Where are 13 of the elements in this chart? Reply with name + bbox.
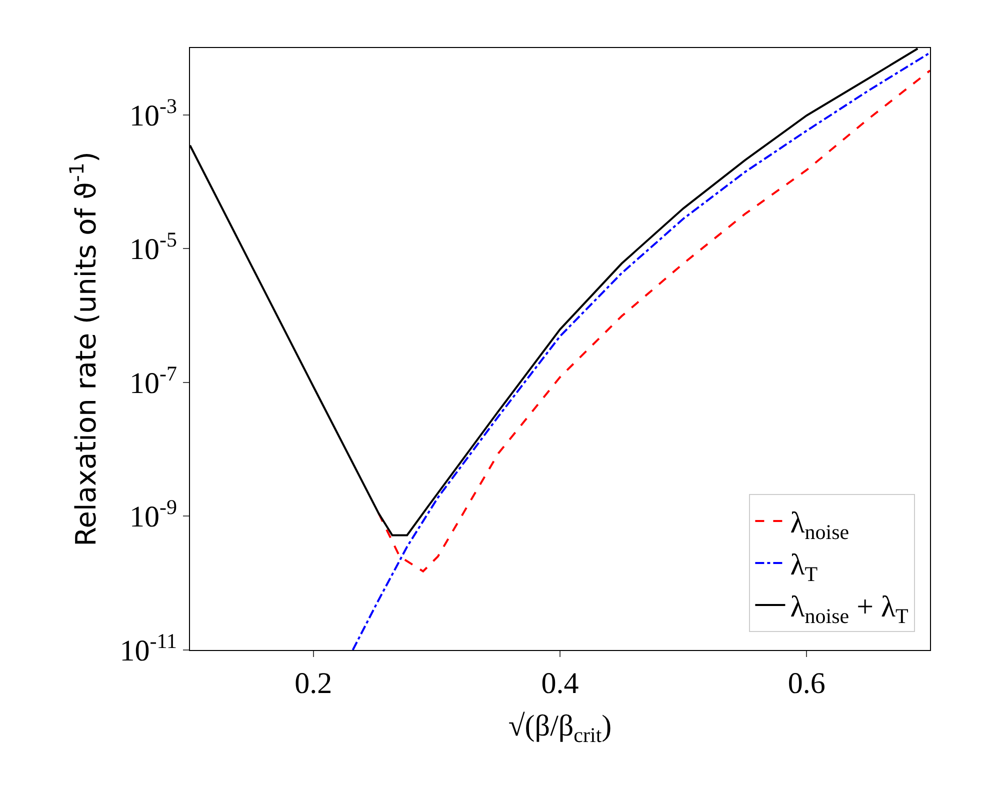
- x-axis-title: √(β/β$_{crit}$): [508, 710, 612, 747]
- legend-label: λ$_{T}$: [790, 548, 818, 586]
- line-series: [352, 52, 930, 650]
- y-tick-label: 10$^{-11}$: [120, 628, 177, 668]
- y-tick-label: 10$^{-5}$: [130, 228, 177, 266]
- y-tick-label: 10$^{-7}$: [130, 361, 177, 400]
- legend-label: λ$_{noise}$: [790, 506, 850, 544]
- y-tick-label: 10$^{-3}$: [130, 94, 177, 132]
- x-tick-label: 0.2: [294, 667, 332, 700]
- x-tick-label: 0.4: [541, 667, 579, 700]
- y-tick-label: 10$^{-9}$: [130, 495, 177, 534]
- x-tick-label: 0.6: [788, 667, 826, 700]
- legend-label: λ$_{noise}$ + λ$_{T}$: [790, 590, 909, 628]
